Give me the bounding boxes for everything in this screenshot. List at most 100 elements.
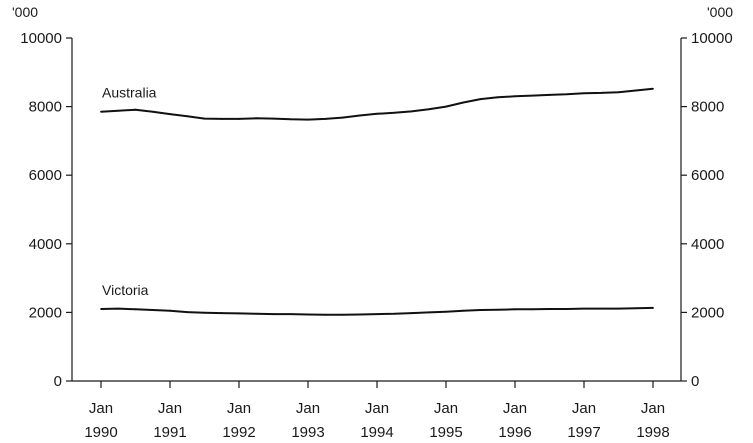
x-tick-label-month: Jan xyxy=(641,400,665,417)
victoria-data-point xyxy=(238,312,240,315)
australia-data-point xyxy=(117,109,120,112)
australia-data-point xyxy=(238,118,240,120)
australia-data-point xyxy=(100,110,102,113)
x-tick-label-month: Jan xyxy=(296,400,320,417)
australia-data-point xyxy=(255,117,258,120)
victoria-data-point xyxy=(220,312,223,314)
australia-data-point xyxy=(376,112,378,115)
australia-data-point xyxy=(272,117,275,120)
x-tick-label-month: Jan xyxy=(365,400,389,417)
victoria-data-point xyxy=(289,313,292,316)
x-tick-label-month: Jan xyxy=(572,400,596,417)
victoria-data-point xyxy=(617,307,620,310)
victoria-data-point xyxy=(514,308,516,311)
victoria-data-point xyxy=(600,307,603,310)
australia-data-point xyxy=(445,105,447,108)
australia-data-point xyxy=(393,111,396,114)
victoria-data-point xyxy=(565,308,568,310)
australia-data-point xyxy=(479,98,482,100)
x-tick-label-month: Jan xyxy=(503,400,527,417)
x-tick-label-year: 1996 xyxy=(498,424,531,441)
australia-data-point xyxy=(600,91,603,94)
australia-data-point xyxy=(634,89,637,92)
x-tick-label-year: 1995 xyxy=(429,424,462,441)
x-tick-label-year: 1994 xyxy=(360,424,393,441)
x-tick-label-year: 1991 xyxy=(153,424,186,441)
australia-data-point xyxy=(169,113,171,116)
victoria-data-point xyxy=(462,309,465,312)
australia-data-point xyxy=(134,108,137,111)
right-y-tick-label: 6000 xyxy=(691,167,724,184)
right-y-tick-label: 2000 xyxy=(691,304,724,321)
left-y-tick-label: 2000 xyxy=(29,304,62,321)
right-y-tick-label: 8000 xyxy=(691,99,724,116)
victoria-data-point xyxy=(255,312,258,315)
series-layer: Australia Victoria xyxy=(100,85,654,316)
australia-data-point xyxy=(307,118,309,121)
victoria-data-point xyxy=(341,313,344,316)
right-y-tick-label: 10000 xyxy=(691,30,733,47)
australia-data-point xyxy=(617,91,620,94)
victoria-data-point xyxy=(272,313,275,316)
australia-data-point xyxy=(531,94,534,97)
right-y-tick-label: 4000 xyxy=(691,236,724,253)
australia-data-point xyxy=(496,96,499,99)
australia-data-point xyxy=(565,93,568,96)
australia-data-point xyxy=(151,110,154,113)
victoria-data-point xyxy=(548,308,551,310)
victoria-data-point xyxy=(100,308,102,310)
victoria-data-point xyxy=(203,311,206,314)
x-tick-label-month: Jan xyxy=(227,400,251,417)
victoria-data-point xyxy=(151,309,154,311)
australia-data-point xyxy=(324,118,327,120)
left-y-tick-label: 6000 xyxy=(29,167,62,184)
victoria-data-point xyxy=(376,313,378,316)
australia-data-point xyxy=(289,118,292,121)
x-tick-label-month: Jan xyxy=(434,400,458,417)
x-tick-label-year: 1997 xyxy=(567,424,600,441)
australia-data-point xyxy=(341,116,344,119)
x-tick-label-month: Jan xyxy=(89,400,113,417)
victoria-data-point xyxy=(496,308,499,311)
victoria-data-point xyxy=(445,310,447,313)
left-y-tick-label: 4000 xyxy=(29,236,62,253)
victoria-data-point xyxy=(583,307,585,310)
victoria-data-point xyxy=(358,313,361,316)
left-y-tick-label: 0 xyxy=(54,373,62,390)
australia-data-point xyxy=(548,94,551,96)
right-y-tick-label: 0 xyxy=(691,373,699,390)
australia-data-point xyxy=(652,87,654,90)
chart-axes: 0 0 2000 2000 4000 4000 6000 6000 8000 8000 10000 1… xyxy=(20,30,732,441)
australia-series-label: Australia xyxy=(102,85,157,101)
left-y-unit-label: '000 xyxy=(12,4,38,20)
victoria-data-point xyxy=(634,307,637,310)
victoria-data-point xyxy=(393,312,396,315)
right-y-unit-label: '000 xyxy=(707,4,733,20)
left-y-tick-label: 8000 xyxy=(29,99,62,116)
x-tick-label-year: 1998 xyxy=(636,424,669,441)
victoria-data-point xyxy=(427,311,430,314)
victoria-data-point xyxy=(652,307,654,309)
x-tick-label-year: 1993 xyxy=(291,424,324,441)
victoria-data-point xyxy=(186,311,189,313)
victoria-data-point xyxy=(134,308,137,311)
australia-data-point xyxy=(410,110,413,113)
australia-data-point xyxy=(203,117,206,120)
australia-series-line xyxy=(100,87,654,121)
australia-data-point xyxy=(514,95,516,98)
x-tick-label-month: Jan xyxy=(158,400,182,417)
victoria-data-point xyxy=(531,308,534,311)
victoria-data-point xyxy=(117,307,120,310)
australia-data-point xyxy=(220,118,223,120)
x-tick-label-year: 1992 xyxy=(222,424,255,441)
victoria-data-point xyxy=(479,309,482,311)
victoria-data-point xyxy=(324,313,327,316)
australia-data-point xyxy=(427,108,430,111)
left-y-tick-label: 10000 xyxy=(20,30,62,47)
victoria-data-point xyxy=(307,313,309,316)
x-tick-label-year: 1990 xyxy=(84,424,117,441)
australia-data-point xyxy=(358,114,361,117)
victoria-data-point xyxy=(169,309,171,312)
australia-data-point xyxy=(462,101,465,104)
